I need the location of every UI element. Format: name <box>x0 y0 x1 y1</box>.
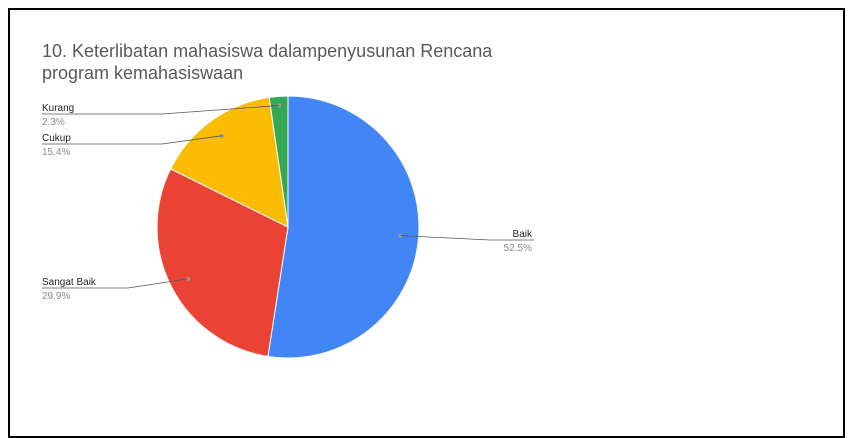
chart-title: 10. Keterlibatan mahasiswa dalampenyusun… <box>42 41 493 83</box>
pie-slice-kurang[interactable] <box>268 95 289 228</box>
callout-line-baik <box>400 235 534 241</box>
pie-chart: Baik 52.5% Sangat Baik 29.9% Cukup 15.4% Kuran… <box>42 95 534 359</box>
chart-frame <box>8 8 845 438</box>
slice-label-sangat-baik: Sangat Baik <box>42 277 97 288</box>
callout-line-cukup <box>42 135 222 145</box>
callout-line-sangat-baik <box>42 278 189 289</box>
callout-line-kurang <box>42 105 280 115</box>
slice-label-kurang: Kurang <box>42 103 74 114</box>
slice-label-baik: Baik <box>513 229 533 240</box>
pie-slice-sangat-baik[interactable] <box>156 168 289 358</box>
slice-percent-baik: 52.5% <box>504 243 532 254</box>
slice-percent-sangat-baik: 29.9% <box>42 291 70 302</box>
slice-label-cukup: Cukup <box>42 133 71 144</box>
slice-percent-cukup: 15.4% <box>42 147 70 158</box>
pie-slice-baik[interactable] <box>267 95 420 359</box>
slice-percent-kurang: 2.3% <box>42 117 65 128</box>
pie-slice-cukup[interactable] <box>169 96 289 228</box>
